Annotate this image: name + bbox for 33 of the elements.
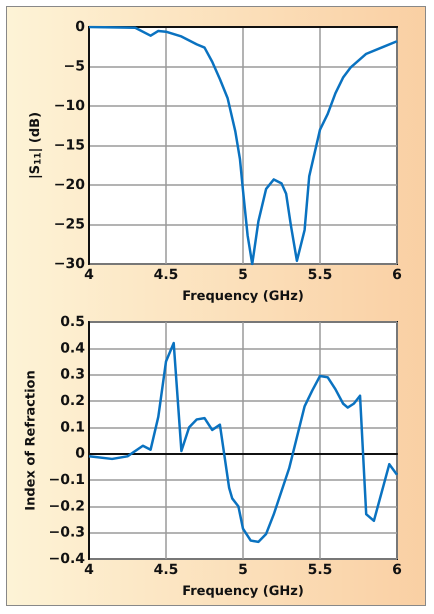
- y-tick-label: 0.4: [60, 340, 86, 356]
- y-tick-label: −0.1: [48, 472, 85, 488]
- line-series: [88, 26, 398, 266]
- y-tick-label: 0.3: [60, 366, 85, 383]
- x-tick-label: 5: [238, 267, 248, 283]
- y-tick-label: 0.2: [60, 393, 85, 409]
- y-tick-label: 0: [75, 446, 86, 462]
- y-axis-title: Index of Refraction: [24, 370, 39, 511]
- y-tick-label: −15: [54, 138, 85, 154]
- y-tick-label: −0.4: [48, 551, 86, 567]
- y-tick-label: 0.1: [60, 419, 85, 436]
- y-tick-label: −0.2: [48, 498, 85, 514]
- x-tick-label: 5: [238, 562, 248, 578]
- y-tick-label: −5: [64, 58, 85, 74]
- y-tick-label: −20: [54, 177, 86, 193]
- x-tick-label: 5.5: [308, 267, 332, 283]
- y-tick-label: −25: [54, 216, 85, 232]
- y-tick-label: −0.3: [48, 524, 85, 541]
- x-tick-label: 4: [84, 562, 94, 578]
- y-tick-label: 0.5: [60, 314, 85, 330]
- x-tick-label: 4: [84, 267, 94, 283]
- line-series: [88, 342, 398, 544]
- x-tick-label: 5.5: [308, 562, 332, 578]
- x-tick-label: 4.5: [154, 562, 178, 578]
- y-axis-title: |S11| (dB): [28, 112, 44, 180]
- x-tick-label: 6: [392, 562, 402, 578]
- y-tick-label: −10: [54, 98, 86, 114]
- x-tick-label: 4.5: [154, 267, 178, 283]
- x-axis-title: Frequency (GHz): [182, 584, 304, 599]
- x-tick-label: 6: [392, 267, 402, 283]
- y-tick-label: −30: [54, 256, 86, 272]
- x-axis-title: Frequency (GHz): [182, 289, 304, 304]
- y-tick-label: 0: [75, 19, 86, 35]
